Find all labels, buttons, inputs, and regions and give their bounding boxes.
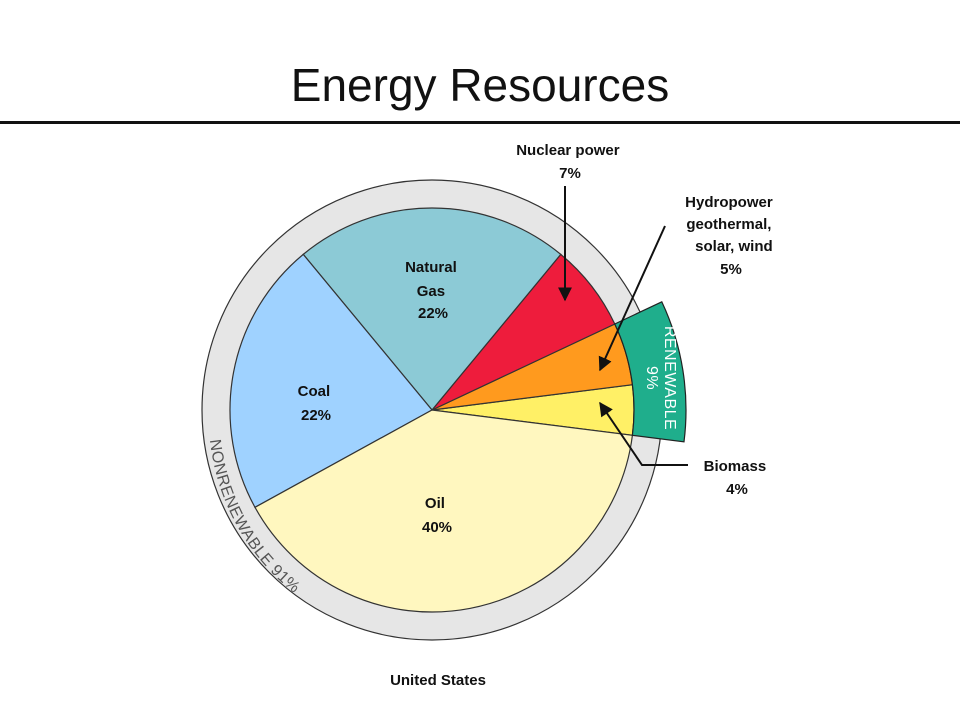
label-natural-gas: Natural Gas 22% [405,259,461,322]
renewable-label-name: RENEWABLE [661,326,678,430]
renewable-ring-label: RENEWABLE 9% [643,326,678,430]
title-divider [0,121,960,124]
label-coal: Coal 22% [298,383,335,424]
pie-slice-oil [254,409,634,613]
renewable-band [613,301,687,443]
slide-title: Energy Resources [290,59,670,111]
pie-slice-natural-gas [302,207,562,411]
label-biomass: Biomass 4% [704,458,771,498]
chart-caption: United States [390,672,486,689]
renewable-label-value: 9% [643,366,660,390]
pie-slice-coal [229,253,433,509]
label-hydro: Hydropower geothermal, solar, wind 5% [685,194,777,278]
biomass-arrow [599,401,688,466]
label-oil: Oil 40% [422,495,452,536]
hydro-arrow [598,225,666,372]
label-nuclear: Nuclear power 7% [516,142,624,182]
renewable-ring-segment [613,301,687,443]
